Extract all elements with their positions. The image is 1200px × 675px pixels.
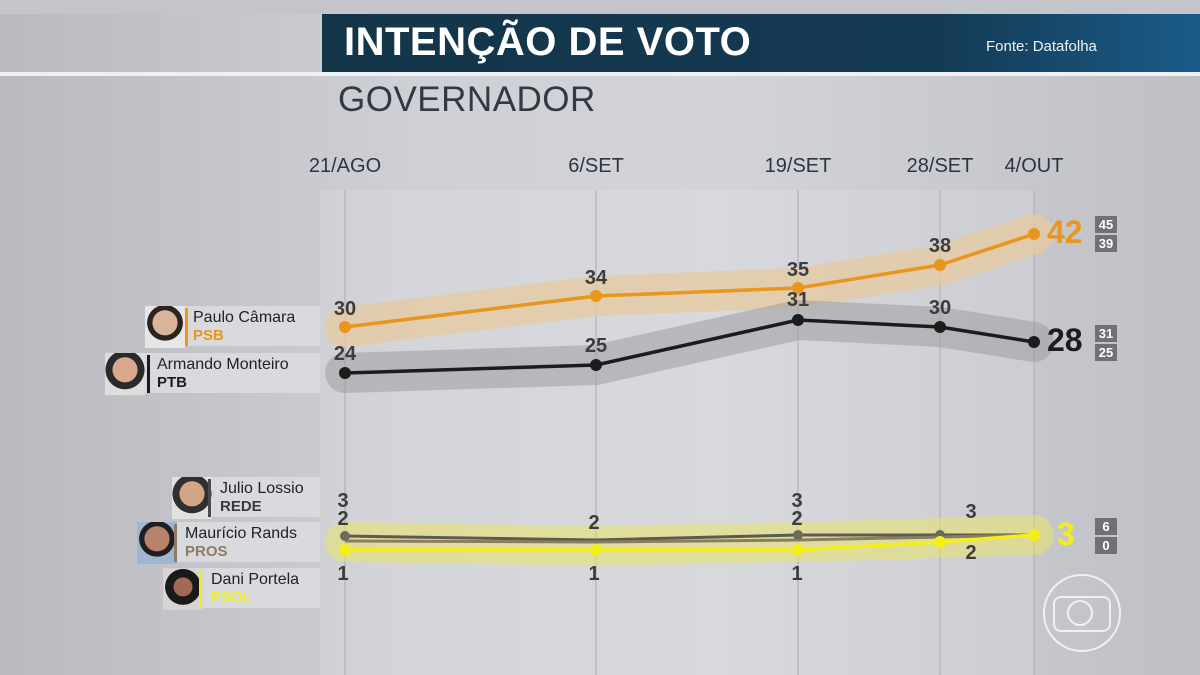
point-label: 2 — [588, 512, 600, 534]
broadcaster-logo-icon — [1043, 574, 1121, 652]
avatar — [163, 568, 203, 610]
point-label: 2 — [791, 508, 803, 530]
point-label: 30 — [333, 298, 357, 320]
point-label: 1 — [588, 563, 600, 585]
candidate-card-rands: Maurício Rands PROS — [137, 522, 320, 564]
final-value-paulo: 42 — [1047, 214, 1083, 250]
candidate-party: REDE — [220, 498, 262, 515]
candidate-name: Armando Monteiro — [157, 356, 289, 373]
final-value-portela: 3 — [1057, 516, 1075, 552]
point-label: 3 — [337, 490, 349, 512]
candidate-card-lossio: Julio Lossio REDE — [172, 477, 320, 519]
party-color-bar — [185, 308, 188, 346]
date-label: 28/SET — [906, 155, 974, 177]
point-label: 2 — [965, 542, 977, 564]
date-label: 19/SET — [764, 155, 832, 177]
date-label: 4/OUT — [1004, 155, 1064, 177]
margin-box-armando: 31 25 — [1095, 325, 1117, 363]
candidate-name: Paulo Câmara — [193, 309, 296, 326]
point-label: 24 — [333, 343, 357, 365]
party-color-bar — [208, 479, 211, 517]
armando-markers — [339, 314, 1040, 379]
point-label: 3 — [791, 490, 803, 512]
candidate-card-paulo: Paulo Câmara PSB — [145, 306, 320, 348]
point-label: 31 — [786, 289, 810, 311]
chart-subtitle: GOVERNADOR — [338, 80, 596, 119]
margin-box-small: 6 0 — [1095, 518, 1117, 556]
paulo-markers — [339, 228, 1040, 333]
margin-low: 0 — [1095, 537, 1117, 554]
avatar — [145, 306, 185, 348]
title-band — [322, 14, 1200, 72]
candidate-party: PSOL — [211, 589, 252, 606]
candidate-card-armando: Armando Monteiro PTB — [105, 353, 320, 395]
point-label: 30 — [928, 297, 952, 319]
point-label: 25 — [584, 335, 608, 357]
margin-high: 45 — [1095, 216, 1117, 233]
avatar — [105, 353, 145, 395]
point-label: 2 — [337, 508, 349, 530]
point-label: 38 — [928, 235, 952, 257]
margin-box-paulo: 45 39 — [1095, 216, 1117, 254]
point-label: 35 — [786, 259, 810, 281]
date-label: 21/AGO — [308, 155, 382, 177]
final-value-armando: 28 — [1047, 322, 1083, 358]
party-color-bar — [199, 570, 202, 608]
margin-low: 25 — [1095, 344, 1117, 361]
party-color-bar — [174, 524, 177, 562]
candidate-party: PROS — [185, 543, 228, 560]
title-rule — [0, 72, 1200, 76]
avatar — [137, 522, 177, 564]
top-strip — [0, 0, 1200, 14]
point-label: 1 — [337, 563, 349, 585]
candidate-name: Dani Portela — [211, 571, 300, 588]
chart-title: INTENÇÃO DE VOTO — [344, 20, 752, 64]
portela-markers — [339, 529, 1040, 556]
margin-high: 31 — [1095, 325, 1117, 342]
margin-high: 6 — [1095, 518, 1117, 535]
point-label: 34 — [584, 267, 608, 289]
margin-low: 39 — [1095, 235, 1117, 252]
candidate-party: PSB — [193, 327, 224, 344]
candidate-card-portela: Dani Portela PSOL — [163, 568, 320, 610]
party-color-bar — [147, 355, 150, 393]
candidate-name: Maurício Rands — [185, 525, 298, 542]
avatar — [172, 477, 212, 519]
date-label: 6/SET — [568, 155, 624, 177]
source-label: Fonte: Datafolha — [986, 38, 1097, 55]
candidate-name: Julio Lossio — [220, 480, 304, 497]
point-label: 3 — [965, 501, 977, 523]
candidate-party: PTB — [157, 374, 187, 391]
point-label: 1 — [791, 563, 803, 585]
